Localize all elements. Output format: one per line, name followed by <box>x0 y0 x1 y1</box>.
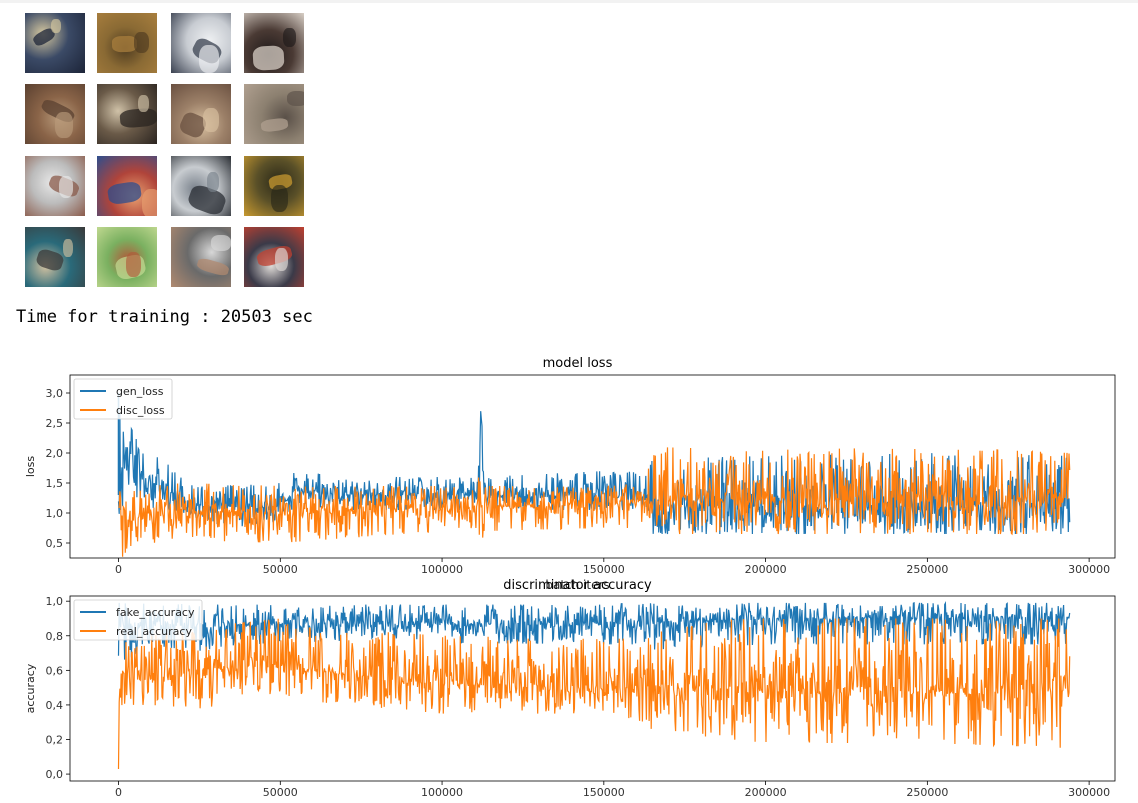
x-tick-label: 50000 <box>263 786 298 799</box>
series-line-disc_loss <box>118 447 1071 557</box>
y-tick-label: 0,5 <box>46 537 64 550</box>
series-real_accuracy <box>117 618 1071 770</box>
x-tick-label: 0 <box>115 563 122 576</box>
y-tick-label: 1,5 <box>46 477 64 490</box>
plot-frame <box>69 595 1116 782</box>
y-tick-label: 1,0 <box>46 507 64 520</box>
x-tick-label: 250000 <box>906 563 948 576</box>
x-tick-label: 250000 <box>906 786 948 799</box>
y-tick-label: 0,6 <box>46 664 64 677</box>
y-tick-label: 2,5 <box>46 417 64 430</box>
series-line-fake_accuracy <box>117 600 1071 660</box>
y-axis-label: loss <box>24 456 37 478</box>
x-tick-label: 200000 <box>745 563 787 576</box>
discriminator-accuracy-chart: 0 50000 100000 150000 200000 250000 300000 0,0 0… <box>24 578 1116 799</box>
x-tick-label: 300000 <box>1068 786 1110 799</box>
generated-sample-image <box>97 227 157 287</box>
y-tick-label: 1,0 <box>46 595 64 608</box>
generated-sample-image <box>25 156 85 216</box>
series-fake_accuracy <box>117 600 1071 660</box>
generated-sample-image <box>171 156 231 216</box>
y-tick-label: 2,0 <box>46 447 64 460</box>
legend-label-gen_loss: gen_loss <box>116 385 164 398</box>
generated-sample-image <box>244 156 304 216</box>
series-line-real_accuracy <box>117 618 1071 770</box>
generated-samples-grid <box>0 0 320 300</box>
y-axis-label: accuracy <box>24 663 37 713</box>
legend: gen_loss disc_loss <box>73 378 173 420</box>
x-tick-label: 0 <box>115 786 122 799</box>
y-tick-label: 0,8 <box>46 630 64 643</box>
generated-sample-image <box>244 227 304 287</box>
notebook-top-border <box>0 0 1138 3</box>
x-tick-label: 100000 <box>421 563 463 576</box>
x-tick-label: 50000 <box>263 563 298 576</box>
legend-label-real_accuracy: real_accuracy <box>116 625 192 638</box>
y-tick-label: 0,2 <box>46 734 64 747</box>
generated-sample-image <box>244 13 304 73</box>
plot-frame <box>69 374 1116 559</box>
x-tick-label: 300000 <box>1068 563 1110 576</box>
generated-sample-image <box>171 227 231 287</box>
generated-sample-image <box>97 156 157 216</box>
y-tick-label: 0,0 <box>46 768 64 781</box>
x-tick-label: 200000 <box>745 786 787 799</box>
generated-sample-image <box>25 227 85 287</box>
generated-sample-image <box>244 84 304 144</box>
chart-title: discriminator accuracy <box>503 578 652 593</box>
legend: fake_accuracy real_accuracy <box>73 599 203 641</box>
generated-sample-image <box>171 13 231 73</box>
y-tick-label: 3,0 <box>46 387 64 400</box>
generated-sample-image <box>25 84 85 144</box>
model-loss-chart: 0 50000 100000 150000 200000 250000 300000 0,5 1… <box>24 356 1116 592</box>
chart-title: model loss <box>543 356 613 371</box>
generated-sample-image <box>171 84 231 144</box>
legend-label-disc_loss: disc_loss <box>116 404 165 417</box>
x-tick-label: 150000 <box>583 563 625 576</box>
training-time-output: Time for training : 20503 sec <box>16 307 313 327</box>
series-disc_loss <box>118 447 1071 557</box>
generated-sample-image <box>97 13 157 73</box>
x-tick-label: 100000 <box>421 786 463 799</box>
generated-sample-image <box>25 13 85 73</box>
generated-sample-image <box>97 84 157 144</box>
legend-label-fake_accuracy: fake_accuracy <box>116 606 195 619</box>
y-tick-label: 0,4 <box>46 699 64 712</box>
x-axis-label: batch iters <box>545 578 609 592</box>
x-tick-label: 150000 <box>583 786 625 799</box>
training-charts: 0 50000 100000 150000 200000 250000 300000 0,5 1… <box>24 356 1116 799</box>
